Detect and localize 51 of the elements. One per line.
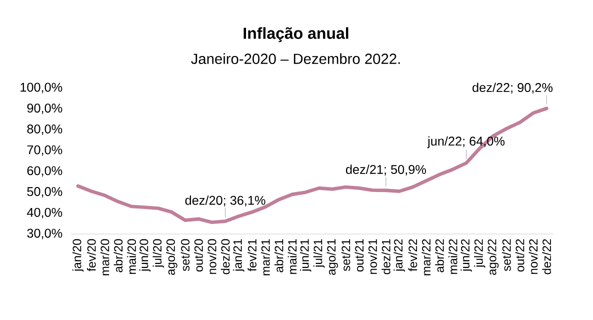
x-tick-label: jul/20 [152,239,164,268]
line-series [76,106,548,224]
x-tick-label: fev/22 [408,239,418,272]
x-tick-label: nov/21 [368,239,377,274]
x-tick-label: mai/22 [448,239,458,274]
x-tick-label: jan/21 [233,239,244,272]
x-tick-label: ago/21 [326,239,338,275]
x-tick-label: abr/21 [274,239,284,272]
x-tick-label: dez/20 [220,239,230,274]
x-tick-label: set/20 [180,239,190,272]
annotation: dez/20; 36,1% [185,196,266,206]
y-tick-label: 80,0% [27,124,62,135]
x-tick-label: abr/22 [435,239,444,272]
x-tick-label: mar/20 [100,239,110,276]
x-tick-label: out/22 [515,239,524,272]
x-tick-label: abr/20 [114,239,123,272]
y-tick-label: 50,0% [27,187,62,198]
x-tick-label: ago/20 [166,239,178,275]
x-tick-label: dez/22 [542,239,552,274]
y-tick-label: 100,0% [20,82,62,94]
x-tick-label: nov/20 [207,239,216,274]
x-tick-label: out/20 [194,239,203,272]
x-tick-label: fev/20 [86,239,96,272]
x-tick-label: nov/22 [528,239,538,274]
x-tick-label: dez/21 [382,239,390,274]
chart-subtitle: Janeiro-2020 – Dezembro 2022. [191,53,400,64]
x-tick-label: jan/20 [72,239,84,272]
x-tick-label: jun/21 [300,239,312,272]
x-tick-label: jun/20 [139,239,151,272]
x-tick-label: jul/22 [474,239,486,268]
annotation: dez/21; 50,9% [346,164,426,176]
x-tick-label: mar/22 [422,239,431,276]
chart-title: Inflação anual [244,27,348,42]
x-tick-label: mar/21 [261,239,270,276]
y-tick-label: 40,0% [26,208,62,218]
x-tick-label: ago/22 [487,239,499,275]
x-tick-label: mai/21 [288,239,297,274]
annotation: dez/22; 90,2% [472,82,553,94]
x-tick-label: mai/20 [127,239,136,274]
x-tick-label: set/22 [502,239,511,272]
y-tick-label: 60,0% [27,166,62,177]
x-tick-label: jun/22 [460,239,472,272]
annotation: jun/22; 64,0% [427,136,505,148]
x-tick-label: fev/21 [248,239,256,272]
x-tick-label: set/21 [341,239,350,272]
x-tick-label: out/21 [354,239,364,272]
y-tick-label: 90,0% [27,104,62,114]
y-tick-label: 70,0% [27,145,62,156]
x-tick-label: jan/22 [394,239,405,272]
y-tick-label: 30,0% [27,228,62,240]
x-tick-label: jul/21 [313,239,325,268]
